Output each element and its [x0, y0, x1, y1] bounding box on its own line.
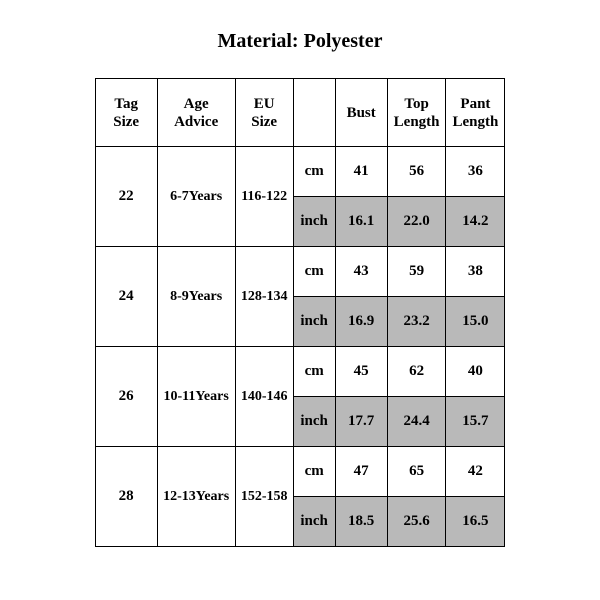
size-chart-table: Tag Size Age Advice EU Size Bust Top Len…: [95, 78, 506, 547]
cell-unit-cm: cm: [293, 347, 335, 397]
col-top-length: Top Length: [387, 79, 446, 147]
cell-unit-inch: inch: [293, 197, 335, 247]
cell-bust-inch: 16.1: [335, 197, 387, 247]
table-row: 2812-13Years152-158cm476542: [95, 447, 505, 497]
cell-pant_length-inch: 15.0: [446, 297, 505, 347]
cell-unit-inch: inch: [293, 497, 335, 547]
cell-unit-inch: inch: [293, 397, 335, 447]
cell-eu-size: 128-134: [235, 247, 293, 347]
cell-bust-inch: 16.9: [335, 297, 387, 347]
cell-top_length-cm: 65: [387, 447, 446, 497]
cell-top_length-inch: 25.6: [387, 497, 446, 547]
cell-pant_length-cm: 42: [446, 447, 505, 497]
col-tag-size: Tag Size: [95, 79, 157, 147]
cell-unit-cm: cm: [293, 447, 335, 497]
cell-age-advice: 6-7Years: [157, 147, 235, 247]
cell-pant_length-inch: 14.2: [446, 197, 505, 247]
cell-bust-inch: 17.7: [335, 397, 387, 447]
cell-tag-size: 24: [95, 247, 157, 347]
cell-pant_length-inch: 15.7: [446, 397, 505, 447]
table-row: 2610-11Years140-146cm456240: [95, 347, 505, 397]
cell-pant_length-cm: 40: [446, 347, 505, 397]
col-bust: Bust: [335, 79, 387, 147]
cell-bust-cm: 41: [335, 147, 387, 197]
cell-top_length-cm: 59: [387, 247, 446, 297]
cell-eu-size: 152-158: [235, 447, 293, 547]
col-eu-size: EU Size: [235, 79, 293, 147]
cell-unit-cm: cm: [293, 147, 335, 197]
cell-bust-cm: 43: [335, 247, 387, 297]
cell-top_length-cm: 56: [387, 147, 446, 197]
cell-bust-cm: 45: [335, 347, 387, 397]
table-row: 248-9Years128-134cm435938: [95, 247, 505, 297]
col-age-advice: Age Advice: [157, 79, 235, 147]
cell-age-advice: 12-13Years: [157, 447, 235, 547]
size-chart-body: 226-7Years116-122cm415636inch16.122.014.…: [95, 147, 505, 547]
cell-age-advice: 8-9Years: [157, 247, 235, 347]
col-unit: [293, 79, 335, 147]
cell-bust-inch: 18.5: [335, 497, 387, 547]
cell-tag-size: 22: [95, 147, 157, 247]
col-pant-length: Pant Length: [446, 79, 505, 147]
cell-tag-size: 28: [95, 447, 157, 547]
table-row: 226-7Years116-122cm415636: [95, 147, 505, 197]
cell-unit-cm: cm: [293, 247, 335, 297]
cell-top_length-inch: 24.4: [387, 397, 446, 447]
page-title: Material: Polyester: [0, 0, 600, 78]
cell-pant_length-cm: 36: [446, 147, 505, 197]
cell-top_length-cm: 62: [387, 347, 446, 397]
cell-age-advice: 10-11Years: [157, 347, 235, 447]
cell-eu-size: 140-146: [235, 347, 293, 447]
cell-unit-inch: inch: [293, 297, 335, 347]
cell-eu-size: 116-122: [235, 147, 293, 247]
cell-top_length-inch: 23.2: [387, 297, 446, 347]
cell-pant_length-cm: 38: [446, 247, 505, 297]
cell-pant_length-inch: 16.5: [446, 497, 505, 547]
cell-tag-size: 26: [95, 347, 157, 447]
header-row: Tag Size Age Advice EU Size Bust Top Len…: [95, 79, 505, 147]
cell-top_length-inch: 22.0: [387, 197, 446, 247]
cell-bust-cm: 47: [335, 447, 387, 497]
